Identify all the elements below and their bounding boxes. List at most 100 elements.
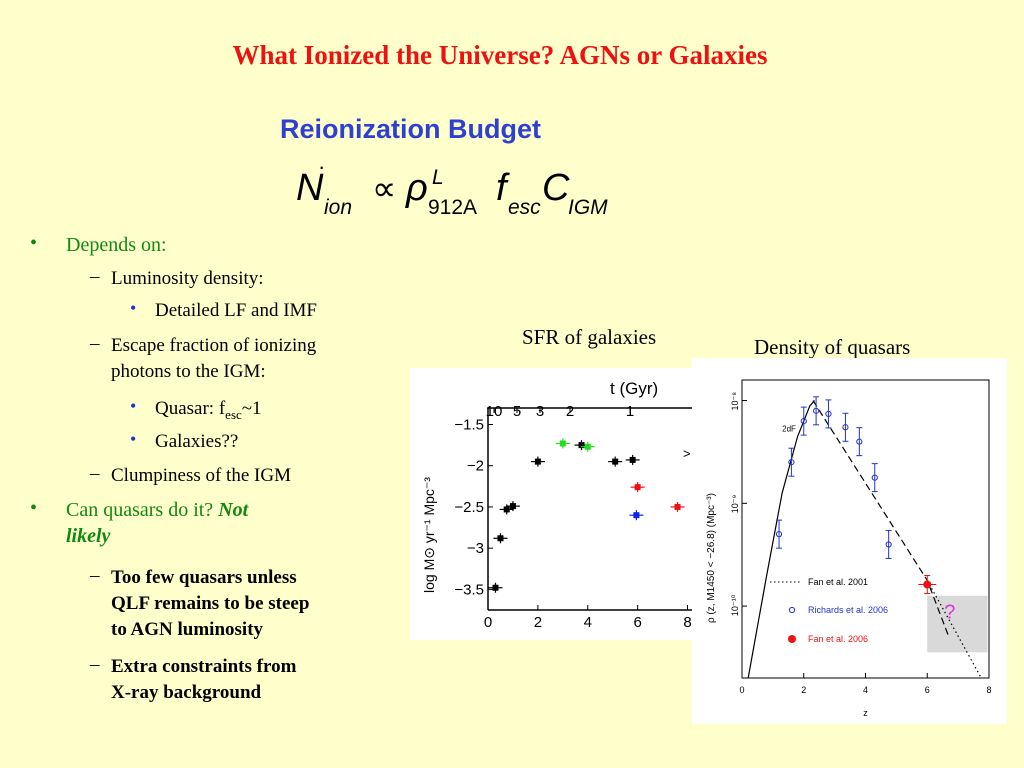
qso-x-tick-label: 8: [986, 685, 991, 695]
sfr-data-point: [559, 440, 566, 447]
bullet-mark: •: [130, 396, 137, 416]
sfr-y-tick-label: −1.5: [454, 416, 484, 433]
bullet-xray-background: Extra constraints from X-ray background: [111, 654, 296, 706]
formula-f-sub: esc: [508, 196, 541, 219]
formula-rho-sub: 912A: [428, 196, 477, 219]
sfr-y-tick-label: −2: [467, 458, 484, 475]
sfr-y-tick-label: −3.5: [454, 581, 484, 598]
slide-title: What Ionized the Universe? AGNs or Galax…: [232, 40, 768, 70]
bullet-lf-imf: Detailed LF and IMF: [155, 300, 318, 321]
formula-rho-sup: L: [432, 166, 444, 189]
bullet-mark: •: [130, 298, 137, 318]
formula-dot: ·: [318, 154, 325, 179]
dash-mark: –: [90, 654, 100, 675]
can-quasars-text: Can quasars do it?: [66, 499, 219, 521]
caption-sfr: SFR of galaxies: [522, 325, 657, 349]
sfr-edge-mark: >: [683, 446, 691, 461]
formula-proportional: ∝: [372, 170, 396, 208]
too-few-line3: to AGN luminosity: [111, 619, 264, 640]
bullet-mark: •: [30, 497, 38, 519]
qso-legend-label: Fan et al. 2006: [808, 634, 868, 644]
qso-y-tick-label: 10⁻⁹: [730, 495, 740, 514]
sfr-data-point: [497, 535, 504, 542]
bullet-depends-on: Depends on:: [66, 234, 167, 256]
qso-y-axis-label: ρ (z, M1450 < −26.8) (Mpc⁻³): [706, 493, 717, 623]
dash-mark: –: [90, 565, 100, 586]
sfr-data-point: [633, 512, 640, 519]
qso-question-annotation: ?: [944, 601, 955, 623]
sfr-data-point: [492, 584, 499, 591]
formula-n: N: [296, 167, 324, 209]
sfr-top-axis-label: t (Gyr): [610, 379, 658, 398]
qso-data-point: [885, 541, 892, 548]
xray-line1: Extra constraints from: [111, 656, 297, 677]
qso-shaded-region: [927, 595, 988, 653]
sfr-data-point: [534, 458, 541, 465]
slide-subtitle: Reionization Budget: [280, 114, 541, 144]
sfr-data-point: [612, 458, 619, 465]
fesc-subscript: esc: [225, 406, 242, 422]
dash-mark: –: [90, 266, 100, 287]
likely-emphasis: likely: [66, 525, 111, 547]
bullet-luminosity-density: Luminosity density:: [111, 268, 264, 289]
bullet-too-few-quasars: Too few quasars unless QLF remains to be…: [111, 565, 309, 643]
too-few-line1: Too few quasars unless: [111, 567, 297, 588]
qso-data-point: [813, 407, 820, 414]
bullet-escape-fraction-line2: photons to the IGM:: [111, 361, 266, 382]
qso-x-tick-label: 2: [801, 685, 806, 695]
bullet-escape-fraction-line1: Escape fraction of ionizing: [111, 335, 317, 356]
dash-mark: –: [90, 463, 100, 484]
qso-y-tick-label: 10⁻⁸: [730, 392, 740, 411]
qso-data-point: [856, 438, 863, 445]
sfr-y-tick-label: −2.5: [454, 499, 484, 516]
sfr-y-axis-label: log M⊙ yr⁻¹ Mpc⁻³: [421, 477, 437, 593]
qso-data-point: [800, 418, 807, 425]
bullet-clumpiness: Clumpiness of the IGM: [111, 465, 291, 486]
sfr-data-point: [634, 484, 641, 491]
sfr-x-tick-label: 0: [484, 614, 492, 631]
sfr-x-tick-label: 4: [584, 614, 592, 631]
qso-data-point: [923, 580, 932, 589]
not-emphasis: Not: [218, 499, 249, 521]
bullet-mark: •: [130, 429, 137, 449]
sfr-data-point: [509, 503, 516, 510]
qso-legend-label: Fan et al. 2001: [808, 577, 868, 587]
sfr-data-point: [584, 443, 591, 450]
sfr-data-point: [578, 442, 585, 449]
quasar-value: ~1: [241, 398, 262, 419]
bullet-can-quasars: Can quasars do it? Not likely: [66, 497, 366, 549]
formula-rho: ρ: [405, 167, 428, 209]
bullet-mark: •: [30, 232, 38, 254]
sfr-x-tick-label: 8: [683, 614, 691, 631]
qso-chart-panel: 0 2 4 6 8 z 10⁻⁸ 10⁻⁹ 10⁻¹⁰ ρ (z, M1450 < −26.8) …: [692, 358, 1007, 724]
caption-quasar-density: Density of quasars: [754, 335, 911, 359]
qso-data-point: [775, 531, 783, 538]
sfr-y-tick-label: −3: [467, 540, 484, 557]
qso-x-tick-label: 4: [863, 685, 868, 695]
formula-c-sub: IGM: [568, 196, 608, 219]
qso-curve-label: 2dF: [782, 424, 796, 433]
qso-2df-curve: [747, 400, 816, 679]
qso-chart: 0 2 4 6 8 z 10⁻⁸ 10⁻⁹ 10⁻¹⁰ ρ (z, M1450 < −26.8) …: [706, 379, 992, 718]
qso-dotted-extrapolation: [926, 580, 982, 679]
formula-f: f: [496, 167, 510, 209]
qso-data-point: [871, 474, 878, 481]
bullet-galaxies: Galaxies??: [155, 431, 239, 452]
bullet-quasar-fesc: Quasar: fesc~1: [155, 396, 262, 428]
qso-x-axis-label: z: [863, 708, 868, 718]
qso-x-tick-label: 6: [925, 685, 930, 695]
qso-x-tick-label: 0: [739, 685, 744, 695]
formula-n-sub: ion: [324, 196, 352, 219]
sfr-data-point: [629, 456, 636, 463]
formula-c: C: [542, 167, 570, 209]
reionization-formula: N · ion ∝ ρ L 912A f esc C IGM: [296, 154, 608, 219]
xray-line2: X-ray background: [111, 682, 262, 703]
qso-legend-label: Richards et al. 2006: [808, 605, 888, 615]
qso-data-point: [825, 410, 832, 418]
sfr-data-point: [674, 503, 681, 510]
bullet-escape-fraction: Escape fraction of ionizing photons to t…: [111, 333, 316, 385]
too-few-line2: QLF remains to be steep: [111, 593, 310, 614]
sfr-x-tick-label: 2: [534, 614, 542, 631]
